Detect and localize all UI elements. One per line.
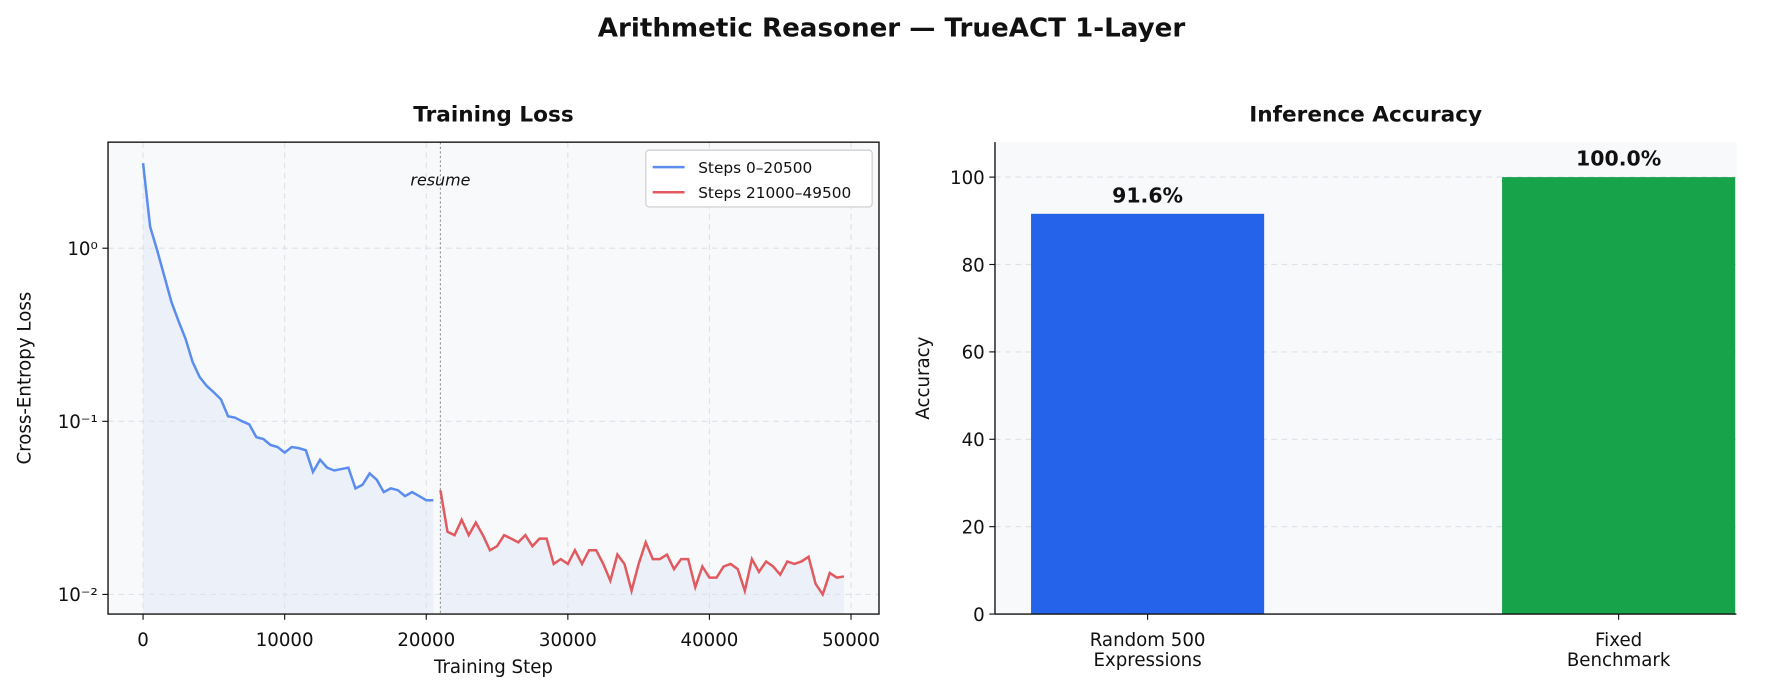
legend-box <box>645 149 873 208</box>
loss-line <box>141 163 434 502</box>
loss-line <box>439 489 845 598</box>
y-tick-label: 10⁻¹ <box>58 412 98 433</box>
chart-title: Inference Accuracy <box>1249 103 1482 128</box>
x-tick-label: 50000 <box>822 630 880 651</box>
bar <box>1031 213 1265 615</box>
y-tick-label: 0 <box>973 605 985 626</box>
x-tick-label: 10000 <box>256 630 314 651</box>
axes-frame <box>107 141 880 615</box>
bar <box>1502 177 1736 615</box>
chart-title: Training Loss <box>413 103 573 128</box>
x-axis-label: Training Step <box>433 657 553 678</box>
x-tick-label: 20000 <box>397 630 455 651</box>
value-label: 100.0% <box>1576 147 1661 171</box>
y-tick-label: 100 <box>950 168 985 189</box>
y-tick-label: 60 <box>962 343 985 364</box>
legend-label: Steps 21000–49500 <box>698 184 851 202</box>
y-tick-label: 10⁰ <box>67 239 97 260</box>
y-axis-label: Accuracy <box>913 336 934 419</box>
y-tick-label: 40 <box>962 430 985 451</box>
legend-label: Steps 0–20500 <box>698 159 812 177</box>
y-axis-label: Cross-Entropy Loss <box>15 292 36 465</box>
area-fill <box>440 490 844 615</box>
area-fill <box>143 163 434 615</box>
x-tick-label: 40000 <box>681 630 739 651</box>
figure-title: Arithmetic Reasoner — TrueACT 1-Layer <box>598 13 1186 43</box>
x-tick-label: Random 500 Expressions <box>1090 630 1206 671</box>
y-tick-label: 10⁻² <box>58 585 98 606</box>
value-label: 91.6% <box>1112 183 1183 207</box>
y-tick-label: 20 <box>962 517 985 538</box>
annotation: resume <box>410 170 470 189</box>
x-tick-label: 0 <box>137 630 149 651</box>
y-tick-label: 80 <box>962 255 985 276</box>
x-tick-label: Fixed Benchmark <box>1567 630 1671 671</box>
plot-area <box>108 142 879 615</box>
x-tick-label: 30000 <box>539 630 597 651</box>
